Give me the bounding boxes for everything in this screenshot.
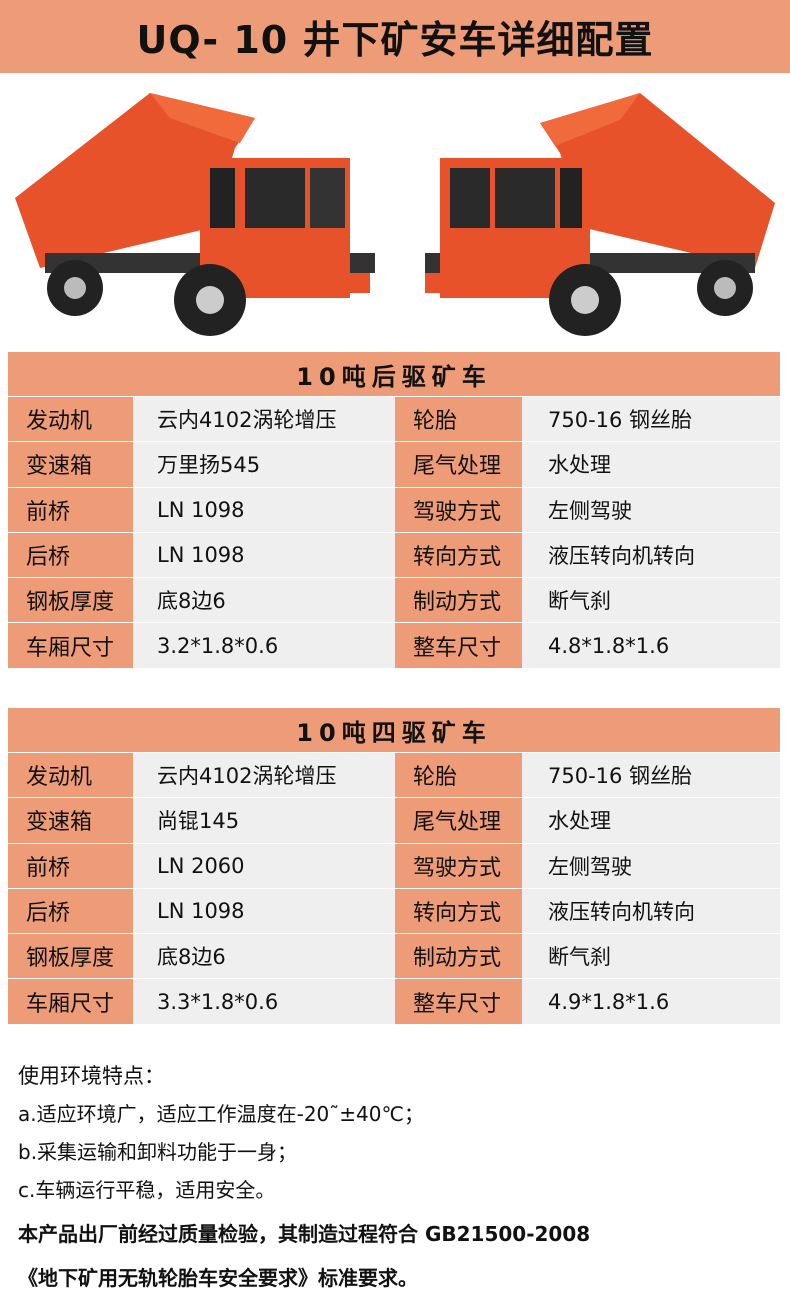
- quality-statement: 本产品出厂前经过质量检验，其制造过程符合 GB21500-2008: [18, 1222, 591, 1246]
- spec-table-four-drive: 10吨四驱矿车 发动机 云内4102涡轮增压 轮胎 750-16 钢丝胎 变速箱 尚锟14…: [8, 708, 780, 1024]
- standard-statement: 《地下矿用无轨轮胎车安全要求》标准要求。: [18, 1266, 418, 1290]
- spec-value: 云内4102涡轮增压: [133, 397, 395, 442]
- notes-item: c.车辆运行平稳，适用安全。: [18, 1178, 276, 1202]
- spec-value: LN 1098: [133, 487, 395, 532]
- table-row: 后桥 LN 1098 转向方式 液压转向机转向: [8, 531, 780, 578]
- spec-value: 4.8*1.8*1.6: [522, 623, 780, 668]
- spec-label: 转向方式: [395, 532, 522, 578]
- spec-label: 制动方式: [395, 934, 522, 979]
- spec-label: 钢板厚度: [8, 934, 133, 979]
- spec-value: 750-16 钢丝胎: [522, 397, 780, 442]
- spec-value: 液压转向机转向: [522, 888, 780, 934]
- usage-notes: 使用环境特点： a.适应环境广，适应工作温度在-20˜±40℃； b.采集运输和…: [18, 1060, 778, 1300]
- spec-label: 发动机: [8, 753, 133, 798]
- spec-label: 转向方式: [395, 888, 522, 934]
- table-row: 变速箱 尚锟145 尾气处理 水处理: [8, 797, 780, 843]
- spec-value: 底8边6: [133, 934, 395, 979]
- table-row: 发动机 云内4102涡轮增压 轮胎 750-16 钢丝胎: [8, 396, 780, 442]
- page-title: UQ- 10 井下矿安车详细配置: [0, 0, 790, 73]
- spec-value: 左侧驾驶: [522, 843, 780, 888]
- spec-value: 云内4102涡轮增压: [133, 753, 395, 798]
- spec-value: 断气刹: [522, 578, 780, 623]
- spec-value: 万里扬545: [133, 442, 395, 487]
- table-row: 变速箱 万里扬545 尾气处理 水处理: [8, 441, 780, 487]
- spec-label: 前桥: [8, 843, 133, 888]
- spec-value: 底8边6: [133, 578, 395, 623]
- spec-value: LN 1098: [133, 888, 395, 934]
- table-row: 发动机 云内4102涡轮增压 轮胎 750-16 钢丝胎: [8, 752, 780, 798]
- truck-photo: [15, 93, 775, 336]
- spec-value: 液压转向机转向: [522, 532, 780, 578]
- table-row: 车厢尺寸 3.2*1.8*0.6 整车尺寸 4.8*1.8*1.6: [8, 622, 780, 668]
- truck-right-image: [425, 93, 775, 336]
- table-row: 后桥 LN 1098 转向方式 液压转向机转向: [8, 887, 780, 934]
- spec-value: LN 2060: [133, 843, 395, 888]
- spec-value: LN 1098: [133, 532, 395, 578]
- table-row: 钢板厚度 底8边6 制动方式 断气刹: [8, 933, 780, 979]
- spec-label: 钢板厚度: [8, 578, 133, 623]
- spec-label: 尾气处理: [395, 442, 522, 487]
- spec-label: 轮胎: [395, 753, 522, 798]
- spec-label: 变速箱: [8, 442, 133, 487]
- spec-table-rear-drive: 10吨后驱矿车 发动机 云内4102涡轮增压 轮胎 750-16 钢丝胎 变速箱 万里扬5…: [8, 352, 780, 668]
- spec-value: 左侧驾驶: [522, 487, 780, 532]
- spec-label: 制动方式: [395, 578, 522, 623]
- spec-value: 断气刹: [522, 934, 780, 979]
- spec-value: 750-16 钢丝胎: [522, 753, 780, 798]
- spec-value: 3.3*1.8*0.6: [133, 979, 395, 1024]
- spec-label: 整车尺寸: [395, 623, 522, 668]
- spec-label: 轮胎: [395, 397, 522, 442]
- spec-label: 车厢尺寸: [8, 623, 133, 668]
- spec-label: 后桥: [8, 888, 133, 934]
- spec-label: 整车尺寸: [395, 979, 522, 1024]
- table-heading: 10吨四驱矿车: [8, 708, 780, 752]
- spec-label: 前桥: [8, 487, 133, 532]
- spec-label: 发动机: [8, 397, 133, 442]
- spec-label: 变速箱: [8, 798, 133, 843]
- table-heading: 10吨后驱矿车: [8, 352, 780, 396]
- table-row: 车厢尺寸 3.3*1.8*0.6 整车尺寸 4.9*1.8*1.6: [8, 978, 780, 1024]
- spec-label: 车厢尺寸: [8, 979, 133, 1024]
- table-row: 钢板厚度 底8边6 制动方式 断气刹: [8, 577, 780, 623]
- spec-label: 驾驶方式: [395, 843, 522, 888]
- table-row: 前桥 LN 2060 驾驶方式 左侧驾驶: [8, 842, 780, 888]
- notes-heading: 使用环境特点：: [18, 1064, 165, 1088]
- truck-left-image: [15, 93, 375, 336]
- spec-label: 驾驶方式: [395, 487, 522, 532]
- spec-value: 4.9*1.8*1.6: [522, 979, 780, 1024]
- spec-label: 后桥: [8, 532, 133, 578]
- notes-item: a.适应环境广，适应工作温度在-20˜±40℃；: [18, 1102, 424, 1126]
- spec-value: 尚锟145: [133, 798, 395, 843]
- spec-label: 尾气处理: [395, 798, 522, 843]
- notes-item: b.采集运输和卸料功能于一身；: [18, 1140, 298, 1164]
- spec-value: 水处理: [522, 798, 780, 843]
- table-row: 前桥 LN 1098 驾驶方式 左侧驾驶: [8, 486, 780, 532]
- spec-value: 3.2*1.8*0.6: [133, 623, 395, 668]
- spec-value: 水处理: [522, 442, 780, 487]
